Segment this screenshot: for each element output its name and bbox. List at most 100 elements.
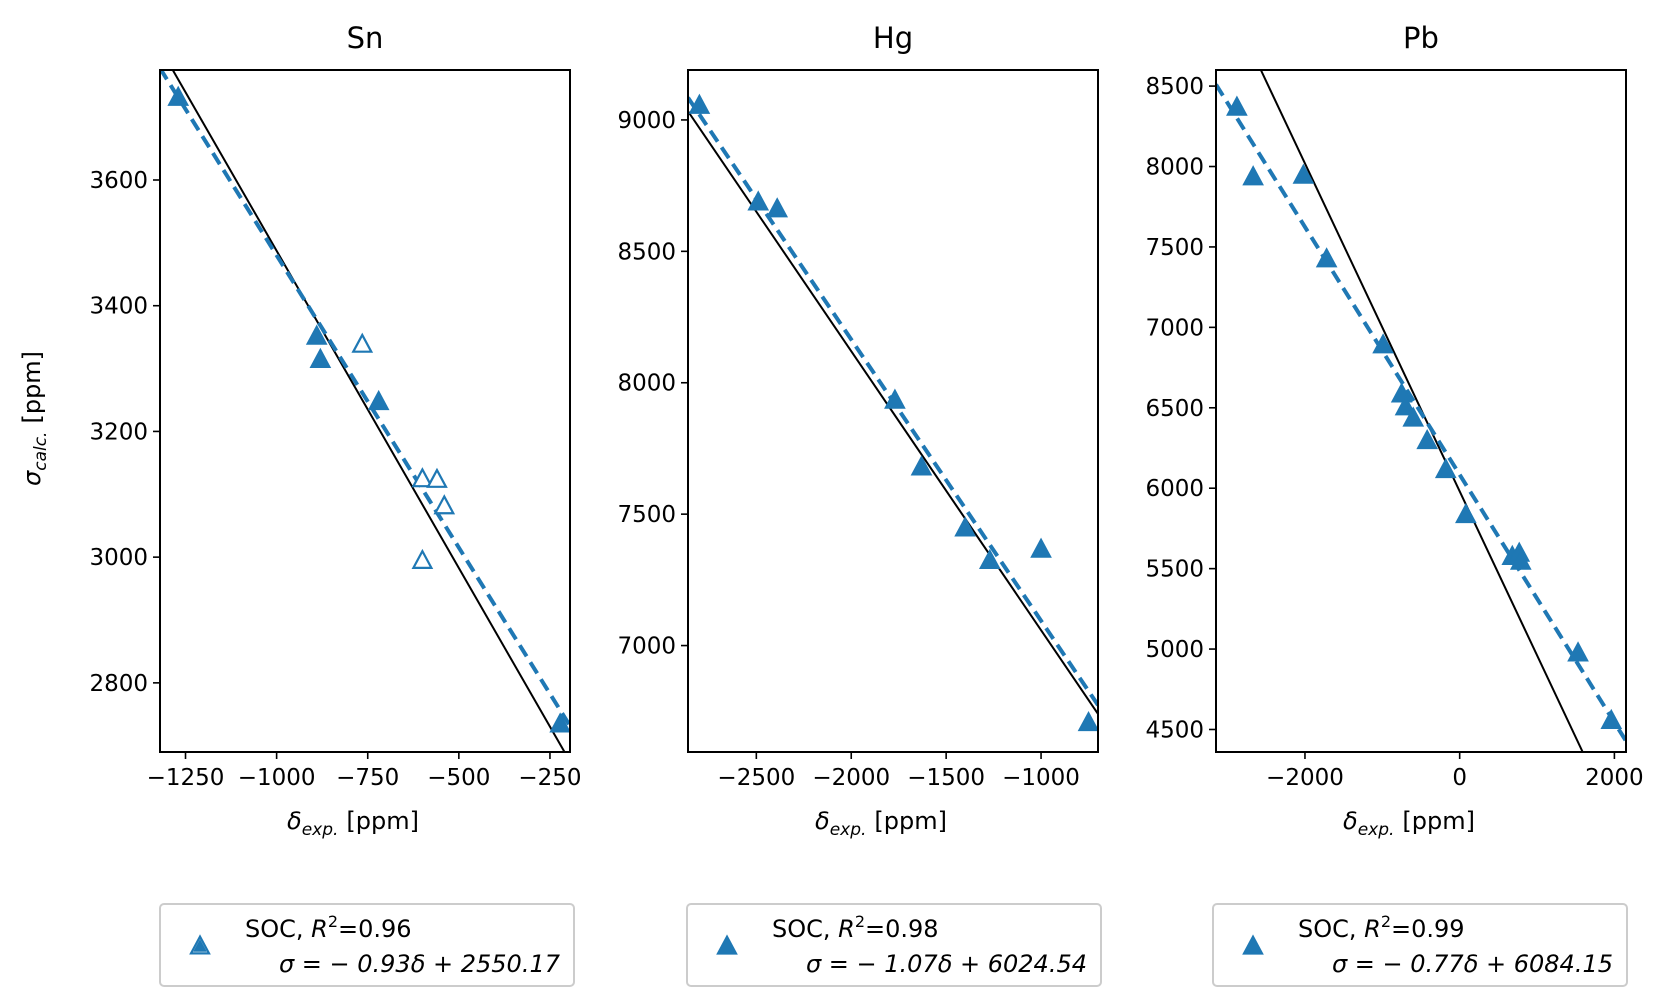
x-tick-label: −2500 [717,765,795,791]
panel-hg: Hg −2500 −2000 −1500 −1000 7000 7500 8000 8500 9… [617,21,1102,987]
legend-r: R [1364,915,1381,943]
legend-marker [716,934,738,955]
plot-area [160,70,570,752]
x-axis-label: δexp. [ppm] [1343,807,1475,840]
plot-area [688,93,1098,732]
y-tick-label: 8500 [617,239,676,265]
plot-frame [1215,69,1627,753]
data-point [367,389,390,411]
legend-marker-filled [716,934,738,955]
panel-title: Pb [1403,21,1439,55]
reference-line [171,70,566,752]
x-tick-label: −2000 [812,765,890,791]
x-axis-symbol: δ [815,807,830,835]
legend-series: SOC, [245,915,311,943]
plot-area [1216,70,1626,752]
legend-box [686,903,1102,987]
data-point [1600,708,1623,730]
y-tick-label: 7500 [1145,235,1204,261]
data-point [305,324,328,345]
data-point-open [433,494,456,515]
x-axis-unit: [ppm] [1402,807,1475,835]
data-point [766,197,789,218]
data-point [884,388,906,409]
data-point-open [351,332,374,353]
y-tick-label: 3000 [89,545,148,571]
y-axis-subscript: calc. [31,432,51,471]
legend-box [1212,903,1628,987]
panel-sn: Sn −1250 −1000 −750 −500 −250 2800 3000 3200 340… [18,21,582,987]
x-axis-symbol: δ [287,807,302,835]
data-point [978,548,1001,570]
y-tick-label: 6000 [1145,476,1204,502]
plot-frame [687,69,1099,753]
y-tick-label: 8000 [617,371,676,397]
axis-ticks: −2000 0 2000 4500 5000 5500 6000 6500 7000 7500 80… [1145,74,1643,791]
data-point [1372,333,1394,354]
x-tick-label: −1000 [238,765,316,791]
axis-ticks: −1250 −1000 −750 −500 −250 2800 3000 3200 3400 36… [89,168,581,791]
x-tick-label: 0 [1452,765,1467,791]
data-point [1416,428,1439,450]
legend-series: SOC, [1298,915,1364,943]
y-tick-label: 9000 [617,108,676,134]
data-point-open [411,548,434,570]
legend-label: SOC, R2=0.99 [1298,912,1465,943]
legend-r-value: =0.96 [338,915,412,943]
data-point [309,347,332,368]
y-tick-label: 3600 [89,168,148,194]
y-tick-label: 7000 [1145,315,1204,341]
legend: SOC, R2=0.96 σ = − 0.93δ + 2550.17 [159,903,575,987]
legend-marker-filled [1242,934,1264,955]
fit-line [1216,83,1626,743]
data-point [954,516,976,537]
legend-marker [189,934,211,955]
legend-box [159,903,575,987]
legend-r-value: =0.99 [1391,915,1465,943]
data-point [1292,163,1315,184]
panel-title: Hg [873,21,913,55]
x-tick-label: 2000 [1585,765,1644,791]
x-tick-label: −500 [427,765,490,791]
y-tick-label: 8500 [1145,74,1204,100]
y-tick-label: 7000 [617,634,676,660]
y-axis-unit: [ppm] [18,351,46,424]
x-axis-label: δexp. [ppm] [287,807,419,840]
legend-r: R [311,915,328,943]
data-point [1509,549,1532,570]
data-point-open [411,467,434,488]
data-point [1455,502,1477,524]
x-axis-symbol: δ [1343,807,1358,835]
legend-marker-filled [193,939,207,952]
x-axis-unit: [ppm] [346,807,419,835]
y-tick-label: 4500 [1145,717,1204,743]
legend-r-value: =0.98 [865,915,939,943]
data-point [1402,406,1425,427]
legend-r-sup: 2 [328,912,338,931]
data-point [549,712,570,733]
fit-line [160,70,570,727]
legend-equation: σ = − 0.93δ + 2550.17 [279,950,561,978]
y-tick-label: 6500 [1145,396,1204,422]
data-point [1077,711,1098,732]
x-axis-unit: [ppm] [874,807,947,835]
legend-series: SOC, [772,915,838,943]
plot-frame [159,69,571,753]
y-tick-label: 2800 [89,671,148,697]
data-point-open [426,467,448,488]
x-tick-label: −750 [336,765,399,791]
x-tick-label: −2000 [1266,765,1344,791]
data-point [1315,247,1338,268]
legend-r-sup: 2 [855,912,865,931]
x-tick-label: −1000 [1002,765,1080,791]
y-tick-label: 5500 [1145,557,1204,583]
axis-ticks: −2500 −2000 −1500 −1000 7000 7500 8000 8500 9000 [617,108,1080,791]
y-axis-label: σcalc. [ppm] [18,351,51,486]
data-point [167,85,190,106]
data-point [1242,165,1264,186]
data-point [1030,537,1052,558]
panel-title: Sn [347,21,384,55]
x-tick-label: −250 [518,765,581,791]
legend-label: SOC, R2=0.96 [245,912,412,943]
data-point [1567,641,1589,662]
